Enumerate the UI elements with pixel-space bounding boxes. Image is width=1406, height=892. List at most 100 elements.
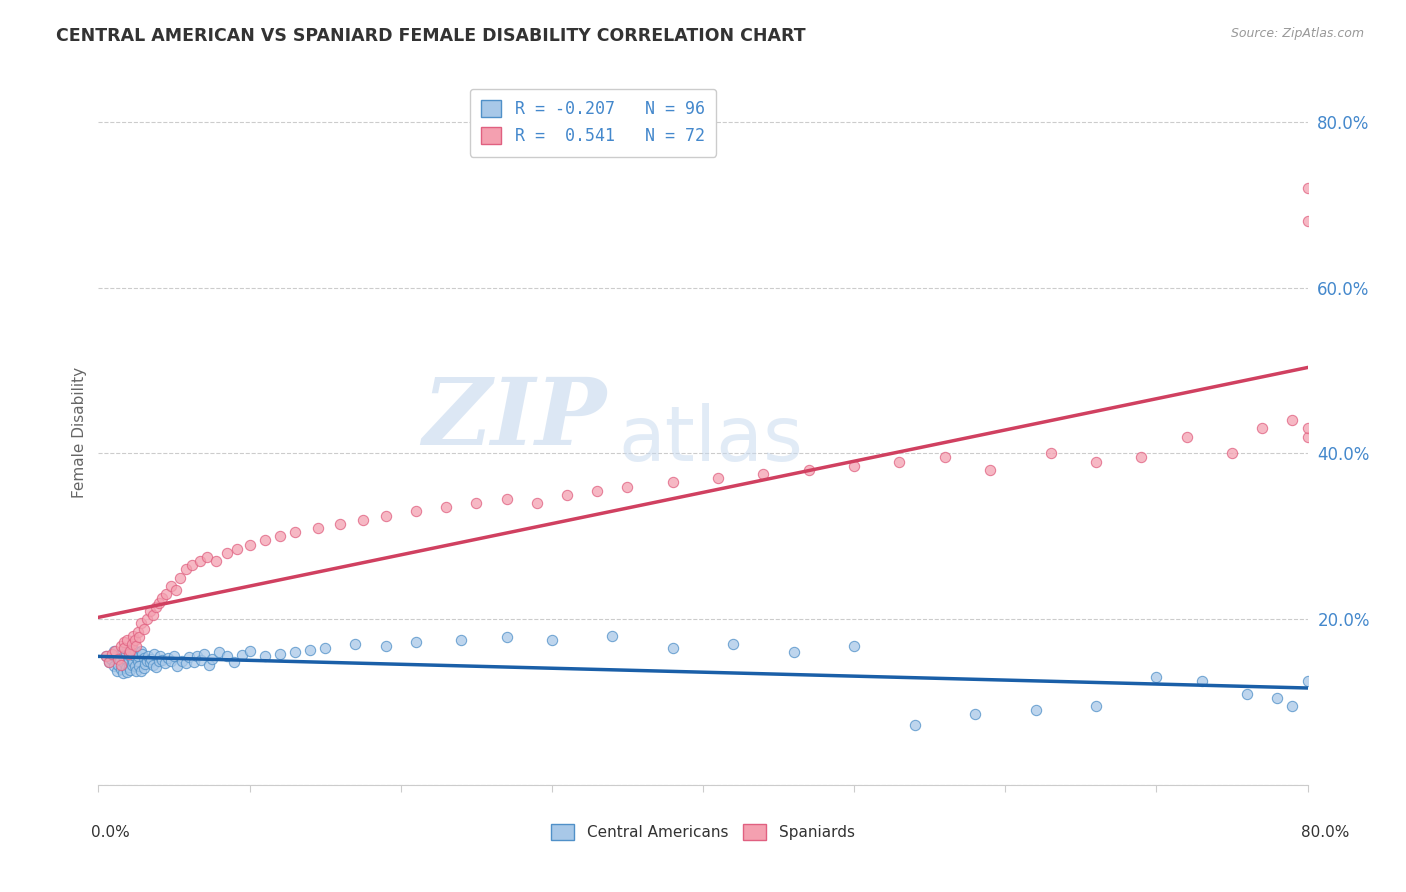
Point	[148, 596, 170, 610]
Point	[110, 639, 132, 653]
Point	[100, 652, 122, 666]
Point	[239, 643, 262, 657]
Point	[139, 604, 162, 618]
Point	[1039, 446, 1062, 460]
Point	[797, 463, 820, 477]
Point	[174, 656, 197, 670]
Point	[112, 635, 135, 649]
Point	[127, 624, 149, 639]
Point	[783, 645, 806, 659]
Point	[108, 653, 131, 667]
Point	[284, 645, 307, 659]
Point	[104, 643, 127, 657]
Point	[314, 641, 336, 656]
Point	[125, 664, 148, 678]
Text: 0.0%: 0.0%	[91, 825, 131, 840]
Point	[105, 664, 128, 678]
Point	[1144, 670, 1167, 684]
Point	[121, 637, 143, 651]
Point	[405, 635, 427, 649]
Point	[94, 649, 117, 664]
Point	[169, 571, 191, 585]
Text: CENTRAL AMERICAN VS SPANIARD FEMALE DISABILITY CORRELATION CHART: CENTRAL AMERICAN VS SPANIARD FEMALE DISA…	[56, 27, 806, 45]
Point	[934, 450, 956, 465]
Text: Source: ZipAtlas.com: Source: ZipAtlas.com	[1230, 27, 1364, 40]
Point	[139, 655, 162, 669]
Point	[1236, 687, 1258, 701]
Point	[526, 496, 548, 510]
Point	[132, 661, 155, 675]
Point	[253, 533, 276, 548]
Point	[120, 663, 142, 677]
Point	[127, 648, 149, 663]
Point	[752, 467, 775, 481]
Point	[1085, 699, 1108, 714]
Point	[94, 649, 117, 664]
Point	[197, 657, 219, 672]
Point	[188, 554, 211, 568]
Point	[143, 647, 166, 661]
Point	[135, 612, 157, 626]
Point	[1191, 674, 1213, 689]
Point	[555, 488, 578, 502]
Point	[103, 659, 125, 673]
Point	[115, 632, 138, 647]
Point	[136, 649, 159, 664]
Point	[122, 655, 145, 669]
Point	[374, 639, 396, 653]
Point	[495, 491, 517, 506]
Point	[299, 643, 322, 657]
Point	[128, 658, 150, 673]
Point	[129, 665, 152, 679]
Point	[120, 643, 142, 657]
Point	[132, 622, 155, 636]
Point	[134, 657, 156, 671]
Point	[374, 508, 396, 523]
Point	[208, 645, 231, 659]
Point	[434, 500, 457, 515]
Point	[129, 643, 152, 657]
Point	[111, 666, 134, 681]
Point	[1024, 703, 1046, 717]
Point	[352, 513, 374, 527]
Point	[98, 655, 121, 669]
Point	[145, 660, 167, 674]
Text: atlas: atlas	[619, 402, 803, 476]
Point	[124, 644, 146, 658]
Point	[465, 496, 488, 510]
Point	[495, 631, 517, 645]
Text: 80.0%: 80.0%	[1302, 825, 1350, 840]
Point	[124, 632, 146, 647]
Point	[165, 583, 187, 598]
Point	[329, 516, 352, 531]
Point	[193, 647, 215, 661]
Point	[118, 647, 141, 661]
Point	[141, 652, 163, 666]
Point	[253, 649, 276, 664]
Point	[344, 637, 367, 651]
Point	[156, 651, 179, 665]
Point	[122, 629, 145, 643]
Point	[231, 648, 253, 662]
Y-axis label: Female Disability: Female Disability	[72, 367, 87, 499]
Point	[114, 646, 136, 660]
Point	[110, 657, 132, 672]
Point	[179, 650, 201, 665]
Point	[115, 642, 138, 657]
Point	[1281, 699, 1303, 714]
Legend: Central Americans, Spaniards: Central Americans, Spaniards	[544, 816, 862, 847]
Point	[118, 660, 141, 674]
Point	[215, 546, 238, 560]
Point	[98, 655, 121, 669]
Point	[186, 649, 208, 664]
Point	[121, 657, 143, 672]
Point	[128, 631, 150, 645]
Point	[121, 652, 143, 666]
Point	[1267, 690, 1289, 705]
Point	[307, 521, 329, 535]
Point	[269, 647, 291, 661]
Point	[1085, 455, 1108, 469]
Point	[101, 648, 124, 662]
Point	[120, 649, 142, 664]
Point	[181, 558, 204, 573]
